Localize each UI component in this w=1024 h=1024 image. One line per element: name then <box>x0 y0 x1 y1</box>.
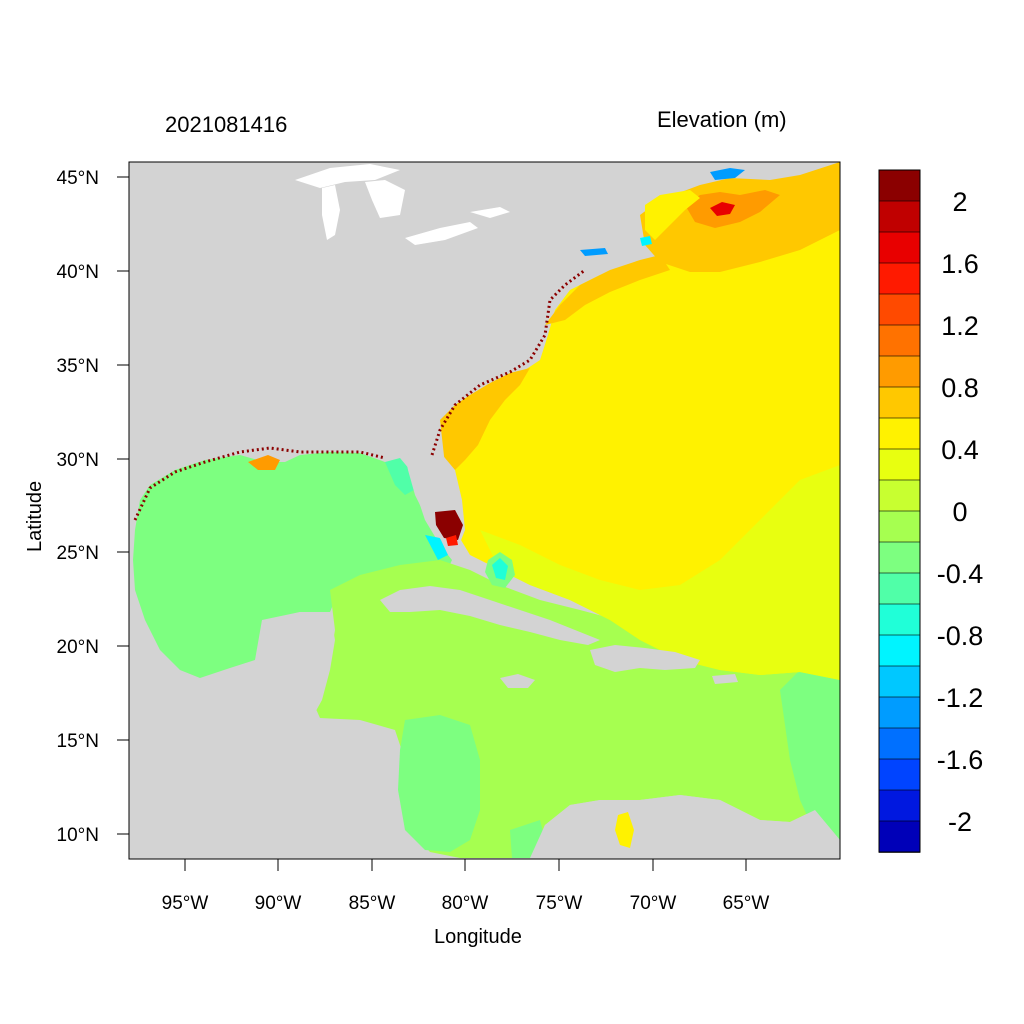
colorbar-swatch <box>878 541 921 574</box>
gulf-coast-red-fringe <box>133 446 386 521</box>
lake-superior <box>295 164 400 188</box>
gulf-of-mexico-water <box>133 452 452 678</box>
colorbar-label: 1.6 <box>941 249 979 279</box>
colorbar-swatch <box>878 200 921 233</box>
mid-atlantic-coast-band <box>545 255 670 325</box>
colorbar-swatch <box>878 479 921 512</box>
colorbar-swatch <box>878 417 921 450</box>
colorbar-swatch <box>878 386 921 419</box>
florida-keys-cyan <box>425 535 448 560</box>
western-caribbean-negative-region <box>398 715 480 852</box>
y-tick-label: 30°N <box>57 450 99 471</box>
map-frame <box>128 161 841 860</box>
x-tick-label: 80°W <box>442 893 489 914</box>
lake-michigan <box>322 185 340 240</box>
y-tick-label: 35°N <box>57 356 99 377</box>
puerto-rico-island <box>712 674 738 684</box>
colorbar-label: 2 <box>952 187 967 217</box>
colorbar-frame <box>878 169 921 853</box>
lake-erie <box>405 222 478 245</box>
colorbar-swatch <box>878 231 921 264</box>
colorbar-label: -0.8 <box>937 621 984 651</box>
southeast-coast-orange-band <box>440 368 530 470</box>
colorbar-swatch <box>878 634 921 667</box>
y-tick-label: 10°N <box>57 825 99 846</box>
colorbar-swatch <box>878 696 921 729</box>
colorbar-labels: 2 1.6 1.2 0.8 0.4 0 -0.4 -0.8 -1.2 -1.6 … <box>937 187 984 837</box>
lake-maracaibo <box>615 812 634 848</box>
map-plot-area <box>129 162 840 859</box>
y-tick-label: 15°N <box>57 731 99 752</box>
x-tick-label: 90°W <box>255 893 302 914</box>
colorbar-label: -1.6 <box>937 745 984 775</box>
louisiana-coast-anomaly <box>248 455 280 470</box>
colorbar-label: 0.4 <box>941 435 979 465</box>
plot-variable-title: Elevation (m) <box>657 107 787 132</box>
south-florida-flood <box>435 510 463 540</box>
lake-huron <box>365 180 405 218</box>
y-tick-label: 20°N <box>57 637 99 658</box>
x-tick-label: 70°W <box>630 893 677 914</box>
colorbar <box>878 169 921 853</box>
x-tick-label: 75°W <box>536 893 583 914</box>
florida-red-spot <box>446 535 458 546</box>
y-tick-label: 25°N <box>57 543 99 564</box>
colorbar-swatch <box>878 820 921 853</box>
colorbar-label: 1.2 <box>941 311 979 341</box>
gulf-of-maine-nearshore <box>645 190 700 240</box>
colorbar-swatch <box>878 262 921 295</box>
colorbar-swatch <box>878 758 921 791</box>
colorbar-swatch <box>878 603 921 636</box>
colorbar-swatch <box>878 510 921 543</box>
hispaniola-island <box>590 645 700 672</box>
colorbar-swatch <box>878 169 921 202</box>
gulf-of-maine-red-core <box>710 202 735 216</box>
colorbar-label: -2 <box>948 807 972 837</box>
colorbar-swatch <box>878 293 921 326</box>
colorbar-swatch <box>878 727 921 760</box>
colorbar-swatch <box>878 355 921 388</box>
long-island-sound-blue <box>580 248 608 256</box>
plot-timestamp: 2021081416 <box>165 112 288 137</box>
y-tick-label: 45°N <box>57 168 99 189</box>
colorbar-label: -1.2 <box>937 683 984 713</box>
lake-ontario <box>470 207 510 218</box>
colorbar-swatch <box>878 665 921 698</box>
bahamas-bank <box>492 558 508 580</box>
colorbar-label: -0.4 <box>937 559 984 589</box>
x-axis: 95°W 90°W 85°W 80°W 75°W 70°W 65°W <box>162 859 770 914</box>
atlantic-coast-red-fringe <box>430 268 586 456</box>
x-axis-label: Longitude <box>434 926 522 948</box>
colorbar-swatch <box>878 324 921 357</box>
colorbar-swatch <box>878 789 921 822</box>
atlantic-subtropical-band <box>480 465 840 680</box>
yucatan-peninsula <box>230 612 335 720</box>
colorbar-label: 0.8 <box>941 373 979 403</box>
x-tick-label: 65°W <box>723 893 770 914</box>
colorbar-swatch <box>878 448 921 481</box>
y-tick-label: 40°N <box>57 262 99 283</box>
y-axis: 45°N 40°N 35°N 30°N 25°N 20°N 15°N 10°N <box>57 168 129 846</box>
cape-cod-cyan <box>640 236 652 246</box>
cuba-island <box>380 586 600 645</box>
jamaica-island <box>500 674 535 688</box>
colorbar-label: 0 <box>952 497 967 527</box>
bay-of-fundy-blue <box>710 168 745 180</box>
colorbar-swatch <box>878 572 921 605</box>
x-tick-label: 95°W <box>162 893 209 914</box>
x-tick-label: 85°W <box>349 893 396 914</box>
south-america-coast <box>530 795 840 858</box>
big-bend-florida-region <box>385 458 414 495</box>
